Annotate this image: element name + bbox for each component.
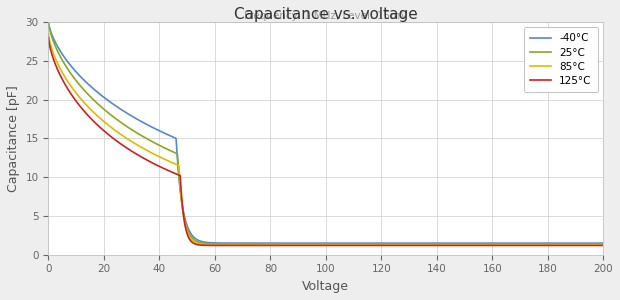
X-axis label: Voltage: Voltage [303, 280, 349, 293]
Y-axis label: Capacitance [pF]: Capacitance [pF] [7, 85, 20, 192]
-40°C [405, 241, 413, 245]
125°C [405, 244, 413, 247]
-40°C [146, 124, 153, 128]
-40°C [415, 241, 422, 245]
85°C [378, 243, 385, 247]
25°C [385, 242, 392, 246]
25°C [257, 242, 264, 246]
25°C [146, 138, 153, 142]
-40°C [257, 241, 264, 245]
125°C [146, 160, 153, 163]
125°C [600, 244, 607, 247]
125°C [327, 244, 334, 247]
85°C [257, 243, 264, 247]
-40°C [378, 241, 385, 245]
125°C [257, 244, 264, 247]
85°C [459, 243, 466, 247]
85°C [45, 32, 52, 35]
Line: 125°C: 125°C [48, 38, 603, 245]
125°C [378, 244, 385, 247]
25°C [501, 242, 508, 246]
-40°C [600, 241, 607, 245]
Text: Frequency: 1 MHz, Level: 15mV: Frequency: 1 MHz, Level: 15mV [244, 11, 407, 21]
85°C [405, 243, 413, 247]
Legend: -40°C, 25°C, 85°C, 125°C: -40°C, 25°C, 85°C, 125°C [524, 27, 598, 92]
85°C [356, 243, 363, 247]
125°C [45, 36, 52, 39]
25°C [600, 242, 607, 246]
-40°C [501, 241, 508, 245]
85°C [600, 243, 607, 247]
Line: -40°C: -40°C [48, 22, 603, 243]
-40°C [45, 20, 52, 24]
85°C [146, 150, 153, 153]
-40°C [459, 241, 466, 245]
Line: 85°C: 85°C [48, 34, 603, 245]
Line: 25°C: 25°C [48, 22, 603, 244]
Title: Capacitance vs. voltage: Capacitance vs. voltage [234, 7, 418, 22]
125°C [459, 244, 466, 247]
25°C [45, 20, 52, 24]
125°C [501, 244, 508, 247]
85°C [501, 243, 508, 247]
25°C [378, 242, 385, 246]
25°C [405, 242, 413, 246]
25°C [459, 242, 466, 246]
